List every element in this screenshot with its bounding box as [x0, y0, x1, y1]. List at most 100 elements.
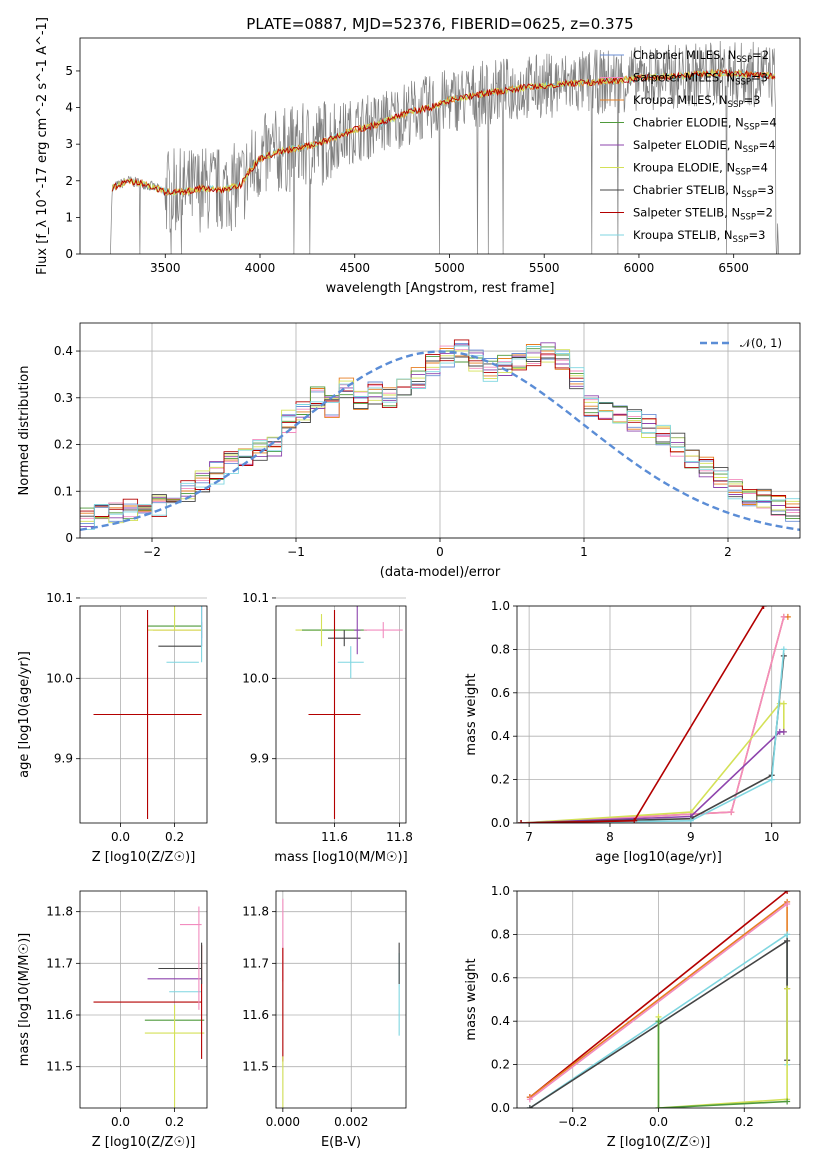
tick-label-y: 0.2 [54, 438, 73, 452]
tick-label-y: 1.0 [491, 884, 510, 898]
tick-label-y: 0.4 [54, 344, 73, 358]
errorbars [282, 898, 400, 1108]
model-kroupa_elodie [111, 68, 776, 196]
tick-label-x: 6500 [718, 261, 749, 275]
series-salpeter_miles [529, 903, 788, 1100]
tick-label-x: 1 [580, 545, 588, 559]
tick-label-y: 0.6 [491, 686, 510, 700]
point-marker [784, 985, 791, 992]
tick-label-y: 0.0 [491, 816, 510, 830]
tick-label-x: 10 [764, 830, 779, 844]
errorbars [295, 606, 403, 819]
tick-label-y: 0.6 [491, 971, 510, 985]
tick-label-y: 0.4 [491, 1014, 510, 1028]
tick-label-y: 0.2 [491, 773, 510, 787]
plot-frame [516, 605, 801, 824]
tick-label-y: 0.4 [491, 729, 510, 743]
tick-label-y: 11.7 [46, 956, 73, 970]
tick-label-x: 0.002 [334, 1115, 368, 1129]
legend-label: Salpeter STELIB, NSSP=2 [633, 206, 773, 223]
hist-salpeter_miles [80, 345, 800, 521]
legend-label: Salpeter MILES, NSSP=3 [633, 71, 768, 88]
x-axis-label: age [log10(age/yr)] [595, 850, 722, 865]
tick-label-x: 0.0 [111, 830, 130, 844]
tick-label-y: 10.0 [242, 671, 269, 685]
mass_weight_vs_age-axes: 7 8 9 10 0.0 0.2 0.4 0.6 0.8 1.0 age [log10(age/yr… [464, 599, 801, 865]
tick-label-y: 1.0 [491, 599, 510, 613]
tick-label-y: 11.6 [46, 1008, 73, 1022]
hist-chabrier_miles [80, 343, 800, 529]
series-salpeter_stelib [529, 891, 788, 1098]
point-marker [518, 820, 525, 823]
series-kroupa_elodie [657, 988, 788, 1108]
tick-label-y: 11.6 [242, 1008, 269, 1022]
tick-label-x: 9 [687, 830, 695, 844]
tick-label-y: 2 [65, 174, 73, 188]
mass_vs_Z-axes: 0.0 0.2 11.5 11.6 11.7 11.8 Z [log10(Z/Z☉)] mas… [17, 890, 208, 1150]
hist-chabrier_stelib [80, 356, 800, 517]
x-axis-label: (data-model)/error [380, 565, 501, 580]
point-marker [728, 809, 735, 816]
point-marker [784, 891, 791, 894]
tick-label-x: 11.8 [386, 830, 413, 844]
legend-label: 𝒩(0, 1) [740, 336, 782, 350]
tick-label-y: 10.0 [46, 671, 73, 685]
hist-kroupa_stelib [80, 345, 800, 530]
point-marker [784, 901, 791, 908]
tick-label-x: 5000 [434, 261, 465, 275]
x-axis-label: Z [log10(Z/Z☉)] [92, 1135, 196, 1150]
point-marker [780, 613, 787, 620]
y-axis-label: mass weight [464, 673, 479, 755]
hist-salpeter_stelib [80, 339, 800, 530]
tick-label-y: 10.1 [46, 591, 73, 605]
point-marker [780, 700, 787, 707]
legend-label: Kroupa STELIB, NSSP=3 [633, 228, 765, 245]
tick-label-y: 1 [65, 210, 73, 224]
normal-curve [80, 350, 800, 531]
tick-label-x: 0 [436, 545, 444, 559]
tick-label-y: 0 [65, 247, 73, 261]
errorbars [93, 606, 203, 819]
tick-label-x: 2 [724, 545, 732, 559]
tick-label-x: 5500 [529, 261, 560, 275]
tick-label-x: −1 [287, 545, 305, 559]
point-marker [526, 1105, 533, 1108]
tick-label-x: 0.0 [649, 1115, 668, 1129]
series-salpeter_stelib [520, 606, 765, 823]
legend-label: Kroupa MILES, NSSP=3 [633, 93, 760, 110]
mass_vs_ebv-axes: 0.000 0.002 11.5 11.6 11.7 11.8 E(B-V) [242, 890, 407, 1150]
legend-label: Chabrier MILES, NSSP=2 [633, 48, 769, 65]
tick-label-y: 9.9 [54, 752, 73, 766]
tick-label-x: 0.0 [111, 1115, 130, 1129]
figure-title: PLATE=0887, MJD=52376, FIBERID=0625, z=0… [246, 15, 633, 33]
x-axis-label: E(B-V) [321, 1135, 361, 1150]
age_vs_mass-axes: 11.6 11.8 9.9 10.0 10.1 mass [log10(M/M☉)] [242, 591, 413, 865]
point-marker [784, 931, 791, 938]
x-axis-label: wavelength [Angstrom, rest frame] [326, 281, 555, 296]
tick-label-y: 10.1 [242, 591, 269, 605]
tick-label-y: 11.7 [242, 956, 269, 970]
y-axis-label: age [log10(age/yr)] [17, 651, 32, 778]
point-marker [784, 1098, 791, 1105]
hist-kroupa_elodie [80, 349, 800, 526]
tick-label-y: 4 [65, 101, 73, 115]
tick-label-x: 4000 [245, 261, 276, 275]
tick-label-y: 3 [65, 137, 73, 151]
tick-label-y: 11.5 [242, 1060, 269, 1074]
point-marker [784, 937, 791, 944]
tick-label-x: 11.6 [321, 830, 348, 844]
tick-label-y: 11.8 [46, 905, 73, 919]
age_vs_Z-axes: 0.0 0.2 9.9 10.0 10.1 Z [log10(Z/Z☉)] age [log… [17, 591, 208, 865]
plot-frame [275, 890, 407, 1109]
legend-label: Kroupa ELODIE, NSSP=4 [633, 161, 768, 178]
legend-label: Salpeter ELODIE, NSSP=4 [633, 138, 776, 155]
spectrum-axes: 3500 4000 4500 5000 5500 6000 6500 0 1 2 3 4 5 wavele… [35, 17, 801, 296]
point-marker [526, 1096, 533, 1103]
tick-label-x: 8 [606, 830, 614, 844]
plot-frame [79, 37, 801, 255]
tick-label-x: 6000 [624, 261, 655, 275]
tick-label-x: −0.2 [558, 1115, 587, 1129]
mass_weight_vs_Z-axes: −0.2 0.0 0.2 0.0 0.2 0.4 0.6 0.8 1.0 Z [log10(Z/Z… [464, 884, 801, 1150]
y-axis-label: Normed distribution [17, 366, 32, 496]
plot-frame [275, 605, 407, 824]
